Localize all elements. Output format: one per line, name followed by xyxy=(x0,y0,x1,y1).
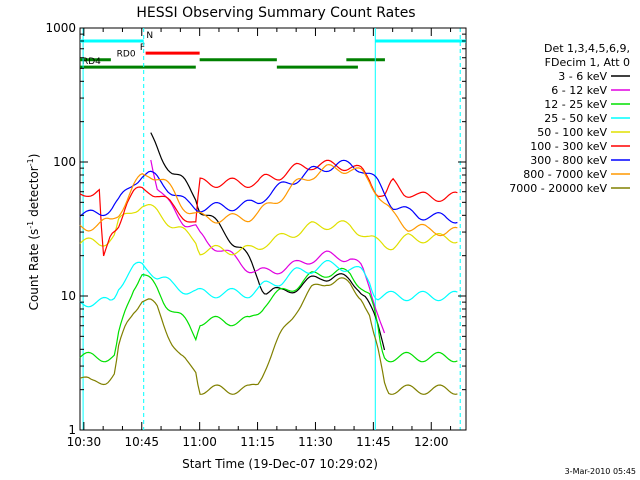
legend-label-7: 800 - 7000 keV xyxy=(523,168,607,181)
y-tick-label-1: 10 xyxy=(61,289,76,303)
x-axis-ticks: 10:30 10:45 11:00 11:15 11:30 11:45 12:00 xyxy=(67,28,452,449)
legend-label-0: 3 - 6 keV xyxy=(558,70,607,83)
legend-label-3: 25 - 50 keV xyxy=(544,112,607,125)
series-line-6 xyxy=(79,159,458,224)
series-line-4 xyxy=(79,203,458,256)
time-markers xyxy=(82,28,461,430)
legend-header-2: FDecim 1, Att 0 xyxy=(545,56,630,69)
x-tick-label-6: 12:00 xyxy=(414,435,449,449)
chart-title: HESSI Observing Summary Count Rates xyxy=(136,5,415,21)
x-tick-label-2: 11:00 xyxy=(182,435,217,449)
state-bar-label-rd0: RD0 xyxy=(117,50,136,60)
series-line-1 xyxy=(150,159,386,334)
legend-label-2: 12 - 25 keV xyxy=(544,98,607,111)
x-tick-label-0: 10:30 xyxy=(67,435,102,449)
state-bar-label-rd4: RD4 xyxy=(82,57,101,67)
state-bar-label-f: F xyxy=(140,43,145,53)
series-lines xyxy=(79,132,458,395)
series-line-8 xyxy=(79,277,458,395)
y-axis-ticks: 1 10 100 1000 xyxy=(45,21,466,437)
state-bars: NF RD0 RD4 xyxy=(80,31,466,69)
series-line-7 xyxy=(79,163,458,237)
x-tick-label-1: 10:45 xyxy=(124,435,159,449)
legend-label-6: 300 - 800 keV xyxy=(530,154,607,167)
state-bar-label-n: N xyxy=(146,31,153,41)
generation-date: 3-Mar-2010 05:45 xyxy=(565,467,636,476)
legend-label-8: 7000 - 20000 keV xyxy=(509,182,607,195)
legend-label-5: 100 - 300 keV xyxy=(530,140,607,153)
series-line-0 xyxy=(150,132,386,351)
series-line-2 xyxy=(79,267,458,363)
y-tick-label-2: 100 xyxy=(53,155,76,169)
legend-label-4: 50 - 100 keV xyxy=(537,126,607,139)
x-tick-label-4: 11:30 xyxy=(298,435,333,449)
plot-frame xyxy=(79,27,467,431)
legend-label-1: 6 - 12 keV xyxy=(551,84,607,97)
x-tick-label-3: 11:15 xyxy=(240,435,275,449)
x-tick-label-5: 11:45 xyxy=(356,435,391,449)
series-line-3 xyxy=(79,260,458,308)
legend-header-1: Det 1,3,4,5,6,9, xyxy=(544,42,630,55)
y-tick-label-3: 1000 xyxy=(45,21,76,35)
x-axis-label: Start Time (19-Dec-07 10:29:02) xyxy=(182,457,378,471)
y-axis-label: Count Rate (s-1 detector-1) xyxy=(26,154,41,311)
y-tick-label-0: 1 xyxy=(68,423,76,437)
series-line-5 xyxy=(79,159,458,257)
legend: Det 1,3,4,5,6,9, FDecim 1, Att 0 3 - 6 k… xyxy=(509,42,630,195)
